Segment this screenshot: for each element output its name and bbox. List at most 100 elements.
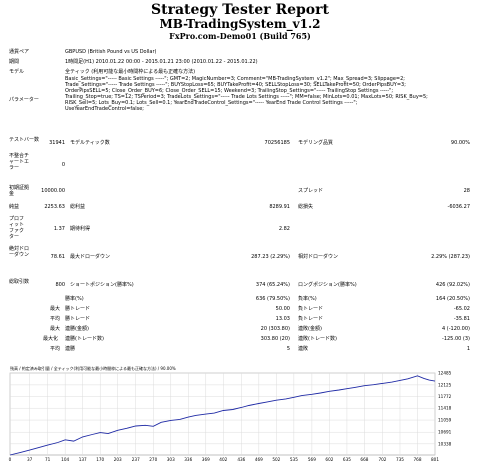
avg-row-label: 平均	[50, 316, 61, 322]
x-tick-label: 602	[325, 457, 333, 462]
avg-consec-wins-label: 連勝	[65, 346, 76, 352]
consec-losses-value: 4 (-120.00)	[442, 326, 470, 332]
max-loss-value: -65.02	[453, 306, 470, 312]
x-tick-label: 104	[61, 457, 69, 462]
avg-win-value: 13.03	[275, 316, 290, 322]
params-line: Trade_Settings="----- Trade Settings ---…	[65, 82, 406, 88]
consec-loss-label: 連敗(トレード数)	[298, 336, 337, 342]
gross-profit-label: 総利益	[70, 204, 86, 210]
avg-consec-wins-value: 5	[286, 346, 290, 352]
abs-dd-label: 絶対ドローダウン	[9, 246, 30, 258]
balance-series-line	[9, 375, 436, 456]
abs-dd-value: 78.61	[50, 254, 65, 260]
x-tick-label: 137	[79, 457, 87, 462]
max-loss-label: 負トレード	[298, 306, 324, 312]
x-tick-label: 735	[396, 457, 404, 462]
x-tick-label: 303	[167, 457, 175, 462]
params-line: Basic_Settings="----- Basic Settings ---…	[65, 76, 405, 82]
ticks-value: 70256185	[264, 140, 290, 146]
max-dd-value: 287.23 (2.29%)	[251, 254, 290, 260]
max-row-label: 最大	[50, 306, 61, 312]
y-tick-label: 11772	[438, 394, 452, 399]
spread-label: スプレッド	[298, 188, 324, 194]
y-tick-label: 10691	[438, 430, 452, 435]
y-tick-label: 12125	[438, 382, 452, 387]
x-tick-label: 668	[360, 457, 368, 462]
params-block: Basic_Settings="----- Basic Settings ---…	[65, 76, 465, 112]
expected-value: 2.82	[278, 226, 290, 232]
gross-loss-label: 総損失	[298, 204, 314, 210]
model-label: モデル	[9, 69, 25, 75]
x-tick-label: 237	[132, 457, 140, 462]
x-tick-label: 37	[27, 457, 33, 462]
x-tick-label: 535	[290, 457, 298, 462]
pf-value: 1.37	[53, 226, 65, 232]
x-tick-label: 71	[45, 457, 51, 462]
bars-value: 31941	[49, 140, 65, 146]
params-label: パラメーター	[9, 97, 39, 103]
x-tick-label: 270	[149, 457, 157, 462]
params-line: UseYearEndTradeControl=false;	[65, 106, 144, 112]
x-tick-label: 170	[96, 457, 104, 462]
y-tick-label: 11418	[438, 406, 452, 411]
x-tick-label: 635	[343, 457, 351, 462]
mismatch-label: 不整合チャートエラー	[9, 153, 30, 171]
win-value: 636 (79.50%)	[255, 296, 290, 302]
total-trades-value: 800	[55, 282, 65, 288]
x-tick-label: 436	[237, 457, 245, 462]
total-trades-label: 総取引数	[9, 279, 30, 285]
avg-consec-losses-value: 1	[466, 346, 470, 352]
x-tick-label: 801	[431, 457, 439, 462]
rel-dd-label: 相対ドローダウン	[298, 254, 339, 260]
y-tick-label: 10338	[438, 441, 452, 446]
x-tick-label: 369	[202, 457, 210, 462]
y-tick-label: 11059	[438, 418, 452, 423]
loss-label: 負率(%)	[298, 296, 317, 302]
x-tick-label: 502	[272, 457, 280, 462]
consec-profit-label: 連勝(トレード数)	[65, 336, 104, 342]
gross-loss-value: -6036.27	[447, 204, 470, 210]
x-tick-label: 469	[255, 457, 263, 462]
consec-profit-value: 303.80 (20)	[260, 336, 290, 342]
deposit-value: 10000.00	[41, 188, 65, 194]
win-label: 勝率(%)	[65, 296, 84, 302]
server-name: FxPro.com-Demo01 (Build 765)	[169, 31, 311, 41]
long-value: 426 (92.02%)	[435, 282, 470, 288]
consec-losses-label: 連敗(金額)	[298, 326, 322, 332]
params-line: RISK_Sell=5; Lots_Buy=0.1; Lots_Sell=0.1…	[65, 100, 358, 106]
consec-row-label: 最大	[50, 326, 61, 332]
expert-name: MB-TradingSystem_v1.2	[159, 17, 321, 31]
y-tick-label: 12485	[438, 371, 452, 376]
period-label: 期間	[9, 59, 20, 65]
consec-wins-label: 連勝(金額)	[65, 326, 89, 332]
balance-chart-svg: 0 37 71 104 137 170 203 237 270 303 336 369 402 436 46…	[9, 371, 452, 463]
net-profit-value: 2253.63	[44, 204, 65, 210]
period-value: 1時間足(H1) 2010.01.22 00:00 - 2015.01.21 2…	[65, 59, 258, 65]
net-profit-label: 純益	[9, 204, 20, 210]
max-win-label: 勝トレード	[65, 306, 91, 312]
mismatch-value: 0	[61, 162, 65, 168]
quality-label: モデリング品質	[298, 140, 334, 146]
x-tick-label: 203	[114, 457, 122, 462]
avg-loss-label: 負トレード	[298, 316, 324, 322]
maxval-row-label: 最大化	[43, 336, 59, 342]
model-value: 全ティック (利用可能な最小時間枠による最も正確な方法)	[65, 69, 196, 75]
consec-wins-value: 20 (303.80)	[260, 326, 290, 332]
rel-dd-value: 2.29% (287.23)	[431, 254, 470, 260]
avg-consec-losses-label: 連敗	[298, 346, 309, 352]
x-tick-label: 336	[184, 457, 192, 462]
x-tick-label: 402	[219, 457, 227, 462]
avg2-row-label: 平均	[50, 346, 61, 352]
ticks-label: モデルティック数	[70, 140, 110, 146]
loss-value: 164 (20.50%)	[435, 296, 470, 302]
x-tick-label: 0	[9, 457, 12, 462]
gross-profit-value: 8289.91	[269, 204, 290, 210]
consec-loss-value: -125.00 (3)	[442, 336, 470, 342]
expected-label: 期待利得	[70, 226, 91, 232]
short-label: ショートポジション(勝率%)	[70, 282, 134, 288]
x-tick-label: 702	[378, 457, 386, 462]
avg-loss-value: -35.81	[453, 316, 470, 322]
chart-legend: 残高 / 約定済み取引量 / 全ティック(利用可能な最小時間枠による最も正確な方…	[10, 366, 176, 371]
symbol-label: 通貨ペア	[9, 49, 30, 55]
deposit-label: 初期証拠金	[9, 185, 30, 197]
